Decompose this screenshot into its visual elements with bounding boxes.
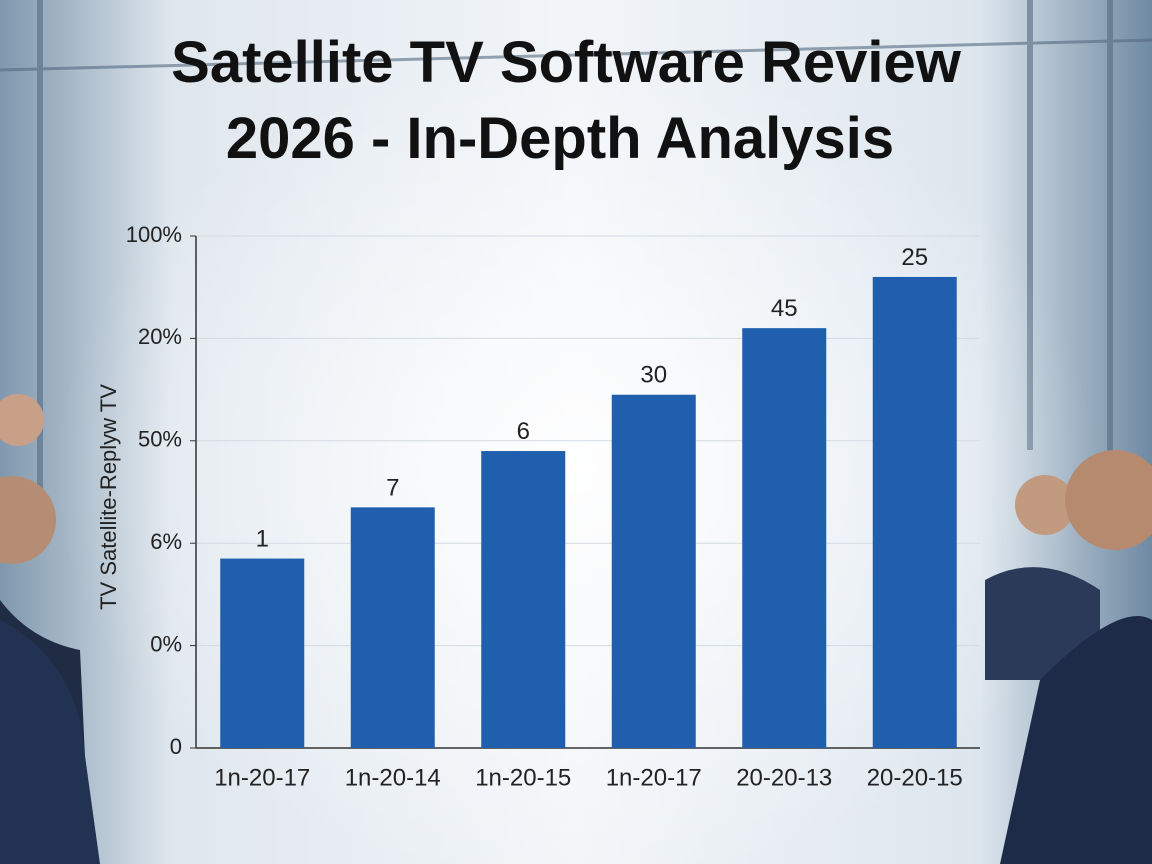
chart-title: Satellite TV Software Review: [171, 30, 962, 95]
x-tick-label: 1n-20-17: [606, 764, 702, 791]
x-tick-label: 1n-20-15: [475, 764, 571, 791]
bar: [872, 276, 957, 748]
data-label: 45: [771, 295, 798, 322]
y-tick-label: 0%: [150, 631, 182, 656]
bar: [350, 507, 435, 748]
y-tick-label: 50%: [138, 427, 182, 452]
people-left: [0, 394, 100, 864]
data-label: 1: [256, 526, 269, 553]
bar: [742, 328, 827, 748]
data-label: 6: [517, 418, 530, 445]
plot: 0 0% 6% 50% 20% 100% 1n-20-17 1 1n-20-14 7 1n-20-1…: [126, 222, 980, 791]
y-tick-label: 0: [170, 734, 182, 759]
x-tick-label: 20-20-15: [867, 764, 963, 791]
chart-title: 2026 - In-Depth Analysis: [226, 106, 894, 171]
data-label: 30: [640, 362, 667, 389]
y-axis-label: TV Satellite-Replyw TV: [96, 384, 121, 610]
bar: [481, 451, 566, 748]
bar: [611, 394, 696, 748]
y-tick-label: 6%: [150, 529, 182, 554]
x-tick-label: 1n-20-17: [214, 764, 310, 791]
x-tick-label: 1n-20-14: [345, 764, 441, 791]
data-label: 7: [386, 474, 399, 501]
y-tick-label: 20%: [138, 324, 182, 349]
bar: [220, 558, 305, 748]
y-tick-label: 100%: [126, 222, 182, 247]
data-label: 25: [901, 244, 928, 271]
people-right: [985, 450, 1152, 864]
glow: [56, 50, 1096, 864]
x-tick-label: 20-20-13: [736, 764, 832, 791]
